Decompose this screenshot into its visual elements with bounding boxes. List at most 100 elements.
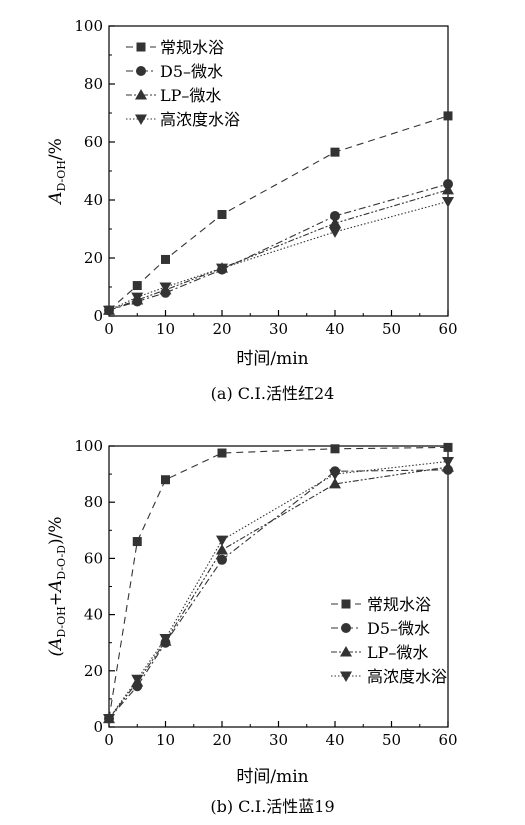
data-point (216, 535, 228, 547)
series-line (108, 446, 449, 719)
y-axis-title: AD-OH/% (46, 138, 68, 206)
y-tick-label: 0 (93, 718, 103, 736)
data-point (330, 210, 340, 221)
chart-panel-1: 0 10 20 30 40 50 60020406080100时间/min(AD-OH+AD… (46, 437, 458, 816)
y-tick-label: 20 (84, 662, 103, 680)
legend-marker (341, 623, 351, 633)
series-line (108, 469, 449, 719)
legend-marker (135, 89, 147, 100)
data-point (217, 554, 227, 565)
series-1 (104, 179, 453, 316)
y-axis-title-part: (A (46, 638, 66, 657)
x-tick-label: 20 (212, 320, 231, 338)
panel-caption: (b) C.I.活性蓝19 (210, 797, 334, 816)
data-point (217, 210, 227, 219)
x-tick-label: 0 (104, 731, 114, 749)
data-point (217, 448, 227, 458)
legend-marker (340, 671, 352, 682)
data-point (329, 227, 341, 238)
series-line (108, 460, 449, 719)
x-tick-label: 10 (156, 320, 175, 338)
series-3 (103, 456, 454, 725)
x-axis-title: 时间/min (236, 767, 308, 787)
y-tick-label: 100 (74, 17, 103, 35)
y-tick-label: 40 (84, 606, 103, 624)
x-tick-label: 30 (269, 731, 288, 749)
data-point (103, 305, 115, 317)
series-line (108, 466, 449, 719)
series-line (108, 183, 449, 311)
y-axis-title-part: D-OH (55, 160, 68, 191)
legend-label: 常规水浴 (367, 595, 431, 614)
legend-marker (136, 66, 146, 76)
data-point (216, 543, 228, 555)
data-point (330, 147, 340, 157)
x-tick-label: 50 (382, 731, 401, 749)
data-point (161, 254, 170, 264)
y-tick-label: 80 (84, 493, 103, 511)
legend-label: 高浓度水浴 (160, 110, 240, 129)
y-tick-label: 60 (84, 549, 103, 567)
y-axis-title-part: )/% (46, 516, 66, 545)
x-tick-label: 20 (212, 731, 231, 749)
legend-marker (135, 114, 147, 125)
y-axis-title-part: D-OH (55, 606, 68, 637)
series-0 (104, 111, 453, 315)
legend-label: D5–微水 (367, 619, 430, 638)
series-line (108, 200, 449, 311)
y-axis-title-part: D-O-D (55, 545, 68, 580)
legend-label: LP–微水 (367, 643, 428, 662)
y-tick-label: 60 (84, 133, 103, 151)
data-point (442, 196, 454, 208)
x-tick-label: 0 (104, 320, 114, 338)
legend-marker (136, 42, 146, 52)
x-tick-label: 60 (438, 731, 457, 749)
series-line (108, 189, 449, 311)
y-axis-title-part: A (46, 191, 66, 205)
legend-label: D5–微水 (160, 62, 223, 81)
series-3 (103, 196, 454, 317)
data-point (329, 477, 341, 489)
y-tick-label: 20 (84, 249, 103, 267)
y-tick-label: 80 (84, 75, 103, 93)
data-point (330, 444, 340, 454)
y-axis-title-part: /% (46, 138, 66, 160)
y-axis-title: (AD-OH+AD-O-D)/% (46, 516, 68, 656)
x-axis-title: 时间/min (236, 349, 308, 369)
data-point (131, 674, 144, 686)
x-tick-label: 50 (382, 320, 401, 338)
x-tick-label: 60 (438, 320, 457, 338)
legend-label: LP–微水 (160, 86, 221, 105)
data-point (103, 714, 115, 725)
series-2 (103, 183, 454, 315)
panel-caption: (a) C.I.活性红24 (211, 384, 335, 403)
y-tick-label: 40 (84, 191, 103, 209)
data-point (132, 537, 142, 547)
data-point (161, 475, 170, 485)
data-point (329, 217, 341, 228)
data-point (131, 292, 144, 304)
chart-panel-0: 0 10 20 30 40 50 60 0 20 40 60 80 100 时间/min AD-OH/% (a… (46, 17, 458, 403)
x-tick-label: 10 (156, 731, 175, 749)
legend-marker (340, 646, 352, 657)
series-line (108, 115, 449, 311)
data-point (442, 456, 454, 468)
legend-marker (341, 599, 351, 609)
legend-label: 常规水浴 (160, 38, 224, 57)
data-point (329, 469, 341, 481)
data-point (216, 263, 228, 275)
x-tick-label: 40 (325, 320, 344, 338)
y-tick-label: 100 (74, 437, 103, 455)
y-tick-label: 0 (93, 307, 103, 325)
data-point (159, 633, 172, 645)
x-tick-label: 40 (325, 731, 344, 749)
data-point (442, 183, 454, 195)
data-point (443, 442, 453, 452)
y-axis-title-part: +A (46, 580, 66, 607)
data-point (443, 111, 453, 121)
data-point (132, 281, 142, 291)
x-tick-label: 30 (269, 320, 288, 338)
